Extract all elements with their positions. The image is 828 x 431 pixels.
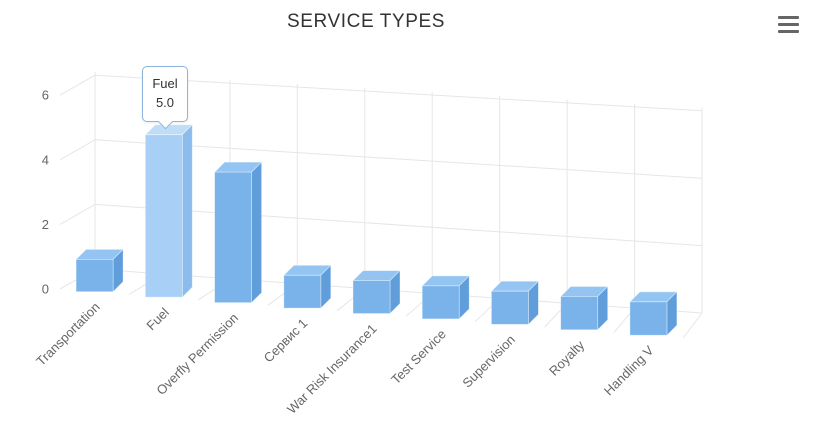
bar-сервис-1[interactable] xyxy=(282,264,332,310)
x-axis-label-8: Handling V xyxy=(601,343,657,399)
bar-overfly-permission[interactable] xyxy=(213,161,263,304)
x-axis-label-6: Supervision xyxy=(459,332,518,391)
bar-front-face xyxy=(214,171,253,304)
y-axis-label-6: 6 xyxy=(42,88,49,103)
grid-back-line xyxy=(94,203,703,247)
grid-floor-line xyxy=(682,312,703,339)
x-axis-label-1: Fuel xyxy=(143,305,172,334)
bar-test-service[interactable] xyxy=(421,274,471,320)
bar-royalty[interactable] xyxy=(559,285,609,331)
bar-front-face xyxy=(75,258,114,293)
bar-side-face xyxy=(251,161,263,304)
bar-front-face xyxy=(490,290,529,325)
grid-side-line xyxy=(59,74,96,96)
grid-back-line xyxy=(94,74,703,112)
bar-front-face xyxy=(629,301,668,336)
tooltip-value: 5.0 xyxy=(155,95,175,110)
tooltip-category: Fuel xyxy=(152,76,178,91)
bar-war-risk-insurance1[interactable] xyxy=(352,269,401,315)
bar-front-face xyxy=(560,296,599,331)
grid-back-line xyxy=(94,139,703,179)
y-axis-label-0: 0 xyxy=(42,282,49,297)
chart-menu-button[interactable] xyxy=(774,13,802,39)
x-axis-label-3: Сервис 1 xyxy=(261,316,311,366)
y-axis-label-4: 4 xyxy=(42,152,49,167)
bar-supervision[interactable] xyxy=(490,280,540,326)
bar-fuel[interactable] xyxy=(144,123,194,299)
x-axis-label-7: Royalty xyxy=(546,337,588,379)
x-axis-label-0: Transportation xyxy=(33,299,103,369)
y-axis-label-2: 2 xyxy=(42,217,49,232)
bar-side-face xyxy=(181,123,193,299)
bar-front-face xyxy=(352,280,391,314)
grid-side-line xyxy=(59,139,96,161)
x-axis-label-2: Overfly Permission xyxy=(153,310,241,398)
bar-front-face xyxy=(144,134,183,298)
bar-front-face xyxy=(283,274,322,309)
bar-front-face xyxy=(421,285,460,320)
hamburger-icon xyxy=(776,15,800,33)
bar-handling-v[interactable] xyxy=(628,290,678,337)
grid-side-line xyxy=(59,203,96,225)
chart-tooltip: Fuel 5.0 xyxy=(142,66,188,130)
x-axis-label-5: Test Service xyxy=(388,326,449,387)
bar-transportation[interactable] xyxy=(75,248,125,293)
chart-title: SERVICE TYPES xyxy=(286,11,446,32)
